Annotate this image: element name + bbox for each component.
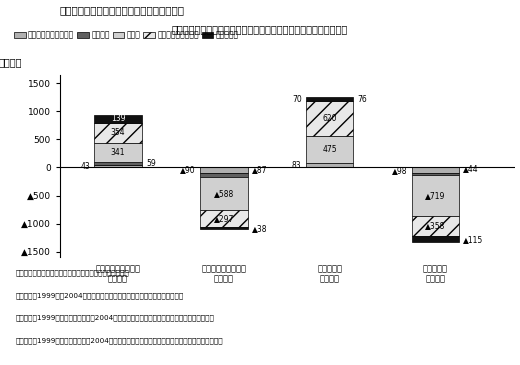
Bar xyxy=(94,143,142,162)
Text: 139: 139 xyxy=(111,114,125,123)
Text: 475: 475 xyxy=(322,145,337,154)
Legend: 個人業種・家族従業者, 有給役員, 正社員, パート・アルバイト, 臨時雇用者: 個人業種・家族従業者, 有給役員, 正社員, パート・アルバイト, 臨時雇用者 xyxy=(11,27,242,43)
Text: 存続事業所における
雇用喪失: 存続事業所における 雇用喪失 xyxy=(201,264,246,284)
Bar xyxy=(412,236,459,242)
Text: 620: 620 xyxy=(322,114,337,123)
Bar xyxy=(306,97,354,101)
Bar xyxy=(412,176,459,216)
Text: ▲358: ▲358 xyxy=(425,222,446,230)
Bar xyxy=(200,173,248,177)
Text: 開業による
雇用創出: 開業による 雇用創出 xyxy=(317,264,342,284)
Text: （注）１．1999年と2004年の調査で接続可能な事業所を存続事業所とする。: （注）１．1999年と2004年の調査で接続可能な事業所を存続事業所とする。 xyxy=(16,292,184,299)
Bar xyxy=(94,123,142,143)
Text: 図３　雇用形態別の雇用変動状況（５年間）: 図３ 雇用形態別の雇用変動状況（５年間） xyxy=(60,5,185,15)
Text: 354: 354 xyxy=(111,128,125,137)
Text: ▲297: ▲297 xyxy=(214,214,234,223)
Text: ～開業により生み出される雇用は、正規雇用が中心となっている～: ～開業により生み出される雇用は、正規雇用が中心となっている～ xyxy=(172,24,348,34)
Bar xyxy=(200,211,248,227)
Text: 83: 83 xyxy=(292,161,302,170)
Text: 70: 70 xyxy=(292,95,302,104)
Text: ▲90: ▲90 xyxy=(180,165,196,174)
Text: ３．1999年調査に存在し、2004年調査時点に存在しなかった事業所を廃業事業所とする。: ３．1999年調査に存在し、2004年調査時点に存在しなかった事業所を廃業事業所… xyxy=(16,337,223,344)
Bar xyxy=(94,115,142,123)
Bar xyxy=(200,177,248,211)
Text: ▲588: ▲588 xyxy=(214,189,234,199)
Text: 廃業による
雇用喪失: 廃業による 雇用喪失 xyxy=(423,264,448,284)
Text: ▲87: ▲87 xyxy=(252,165,267,174)
Bar xyxy=(306,163,354,168)
Bar xyxy=(306,136,354,163)
Text: ▲719: ▲719 xyxy=(425,191,446,200)
Text: ▲115: ▲115 xyxy=(463,235,484,244)
Bar xyxy=(200,168,248,173)
Bar xyxy=(306,101,354,136)
Text: ▲38: ▲38 xyxy=(252,224,267,233)
Text: ▲44: ▲44 xyxy=(463,164,479,173)
Bar xyxy=(94,162,142,165)
Text: 76: 76 xyxy=(358,95,368,104)
Bar xyxy=(200,227,248,229)
Text: ▲98: ▲98 xyxy=(392,166,407,175)
Text: 59: 59 xyxy=(146,159,156,168)
Bar xyxy=(412,173,459,176)
Text: 資料：総務省「事業所・企業統計調査」により特別集計。: 資料：総務省「事業所・企業統計調査」により特別集計。 xyxy=(16,269,129,276)
Text: 存続事業所における
雇用創出: 存続事業所における 雇用創出 xyxy=(96,264,140,284)
Bar xyxy=(94,165,142,168)
Text: 43: 43 xyxy=(80,162,90,171)
Text: （万人）: （万人） xyxy=(0,58,22,68)
Text: 341: 341 xyxy=(111,148,125,157)
Bar xyxy=(412,216,459,236)
Text: ２．1999年調査に存続せず、2004年調査時点に存在した事業所を開業事業所とする。: ２．1999年調査に存続せず、2004年調査時点に存在した事業所を開業事業所とす… xyxy=(16,315,214,321)
Bar xyxy=(412,168,459,173)
